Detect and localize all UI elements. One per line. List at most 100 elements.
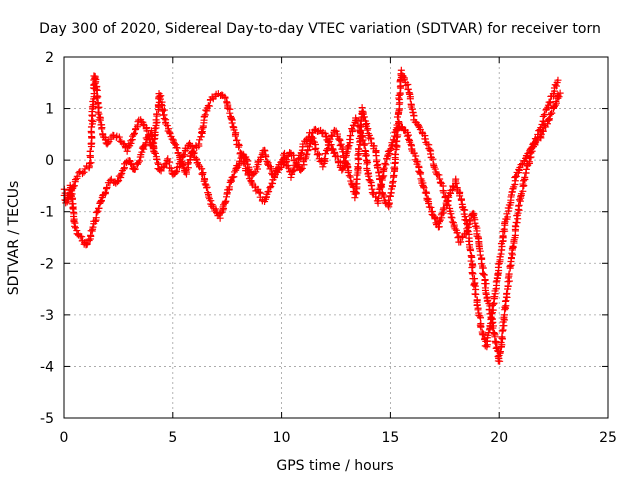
- data-point: [474, 306, 482, 314]
- data-point: [498, 333, 506, 341]
- data-point: [113, 178, 121, 186]
- data-point: [157, 167, 165, 175]
- data-point: [394, 124, 402, 132]
- data-point: [295, 155, 303, 163]
- data-point: [427, 203, 435, 211]
- data-point: [260, 146, 268, 154]
- data-point: [95, 204, 103, 212]
- data-point: [250, 169, 258, 177]
- data-point: [427, 150, 435, 158]
- y-tick-label: -4: [40, 359, 54, 375]
- data-point: [466, 246, 474, 254]
- data-point: [70, 182, 78, 190]
- data-point: [86, 160, 94, 168]
- data-point: [344, 143, 352, 151]
- grid: [64, 57, 608, 418]
- data-point: [127, 159, 135, 167]
- data-point: [340, 153, 348, 161]
- data-point: [331, 148, 339, 156]
- data-point: [130, 129, 138, 137]
- x-tick-label: 25: [599, 430, 617, 446]
- data-point: [468, 253, 476, 261]
- data-point: [86, 147, 94, 155]
- data-point: [363, 126, 371, 134]
- data-point: [130, 131, 138, 139]
- data-point: [534, 130, 542, 138]
- data-point: [364, 158, 372, 166]
- data-point: [262, 193, 270, 201]
- x-tick-label: 10: [273, 430, 291, 446]
- data-point: [360, 113, 368, 121]
- data-point: [380, 164, 388, 172]
- data-point: [554, 76, 562, 84]
- data-point: [374, 164, 382, 172]
- data-point: [80, 168, 88, 176]
- data-point: [378, 190, 386, 198]
- data-point: [509, 242, 517, 250]
- data-point: [153, 155, 161, 163]
- data-point: [230, 173, 238, 181]
- data-point: [255, 188, 263, 196]
- data-point: [170, 139, 178, 147]
- data-point: [62, 199, 70, 207]
- data-point: [235, 143, 243, 151]
- data-point: [521, 173, 529, 181]
- data-point: [520, 177, 528, 185]
- data-point: [466, 217, 474, 225]
- data-point: [172, 167, 180, 175]
- data-point: [198, 125, 206, 133]
- data-point: [306, 129, 314, 137]
- data-point: [347, 132, 355, 140]
- data-point: [457, 196, 465, 204]
- data-point: [262, 153, 270, 161]
- data-point: [243, 167, 251, 175]
- data-point: [282, 158, 290, 166]
- data-point: [78, 233, 86, 241]
- data-point: [91, 217, 99, 225]
- x-tick-label: 5: [168, 430, 177, 446]
- data-point: [101, 188, 109, 196]
- data-point: [503, 289, 511, 297]
- data-point: [339, 148, 347, 156]
- data-point: [453, 229, 461, 237]
- data-point: [265, 188, 273, 196]
- data-point: [151, 125, 159, 133]
- data-point: [206, 102, 214, 110]
- data-point: [156, 95, 164, 103]
- data-point: [325, 138, 333, 146]
- data-point: [467, 257, 475, 265]
- data-point: [423, 196, 431, 204]
- data-point: [94, 108, 102, 116]
- data-point: [120, 165, 128, 173]
- data-point: [494, 270, 502, 278]
- data-point: [463, 225, 471, 233]
- data-point: [196, 136, 204, 144]
- x-tick-label: 15: [381, 430, 399, 446]
- data-point: [476, 251, 484, 259]
- data-point: [404, 86, 412, 94]
- data-point: [482, 280, 490, 288]
- data-point: [552, 82, 560, 90]
- data-point: [484, 296, 492, 304]
- data-point: [284, 164, 292, 172]
- data-point: [485, 305, 493, 313]
- data-point: [517, 161, 525, 169]
- data-point: [81, 165, 89, 173]
- data-point: [92, 78, 100, 86]
- data-point: [344, 169, 352, 177]
- data-point: [465, 237, 473, 245]
- data-point: [222, 197, 230, 205]
- data-point: [500, 225, 508, 233]
- data-point: [319, 163, 327, 171]
- data-point: [349, 126, 357, 134]
- data-point: [287, 173, 295, 181]
- y-tick-label: 1: [45, 102, 54, 118]
- data-point: [149, 143, 157, 151]
- data-point: [184, 160, 192, 168]
- data-point: [354, 163, 362, 171]
- data-point: [290, 167, 298, 175]
- data-point: [183, 145, 191, 153]
- data-point: [188, 149, 196, 157]
